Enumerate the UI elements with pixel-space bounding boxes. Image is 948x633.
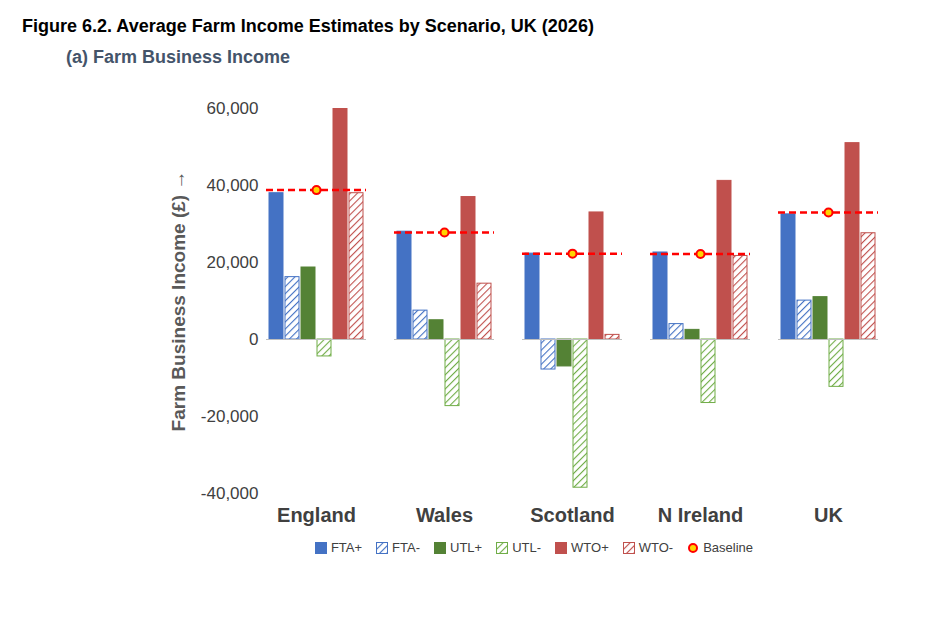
svg-text:20,000: 20,000 [207, 253, 259, 272]
svg-text:England: England [277, 504, 356, 526]
svg-text:UK: UK [814, 504, 843, 526]
html-text:WTO-: WTO- [638, 540, 674, 555]
svg-text:Farm Business Income (£) →: Farm Business Income (£) → [168, 171, 189, 432]
svg-text:-40,000: -40,000 [201, 484, 259, 503]
svg-text:60,000: 60,000 [207, 99, 259, 118]
html-text:Baseline: Baseline [703, 540, 754, 555]
html-text:(a) Farm Business Income: (a) Farm Business Income [66, 47, 291, 67]
html-text:UTL-: UTL- [512, 540, 542, 555]
svg-text:Wales: Wales [416, 504, 473, 526]
html-text:WTO+: WTO+ [571, 540, 609, 555]
svg-text:-20,000: -20,000 [201, 407, 259, 426]
svg-text:Scotland: Scotland [530, 504, 614, 526]
html-text:UTL+: UTL+ [450, 540, 483, 555]
svg-text:40,000: 40,000 [207, 176, 259, 195]
html-text:FTA+: FTA+ [330, 540, 363, 555]
html-text:Figure 6.2. Average Farm Incom: Figure 6.2. Average Farm Income Estimate… [22, 16, 594, 36]
html-text:FTA-: FTA- [392, 540, 420, 555]
svg-text:0: 0 [249, 330, 258, 349]
svg-text:N Ireland: N Ireland [658, 504, 744, 526]
